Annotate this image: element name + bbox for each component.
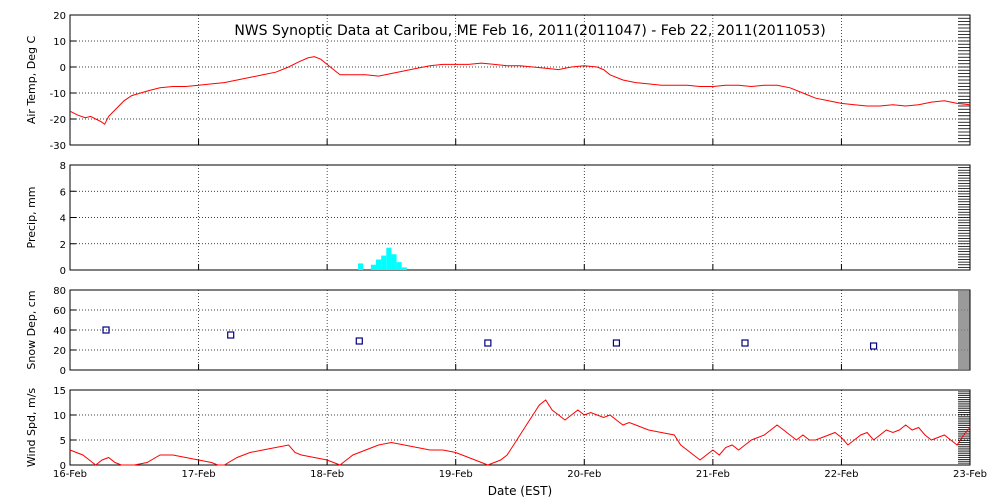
precip-bar <box>370 264 376 270</box>
panel-0: 20 10 0 -10 -20 -30 Air Temp, Deg C <box>25 11 971 152</box>
snow-depth-point <box>355 337 363 345</box>
y-axis-label: Precip, mm <box>25 187 38 249</box>
panel-2: 80 60 40 20 0 Snow Dep, cm <box>25 286 971 377</box>
series-line <box>69 399 971 466</box>
x-tick-label: 22-Feb <box>824 469 858 480</box>
x-tick-label: 20-Feb <box>567 469 601 480</box>
y-tick-label: 10 <box>53 37 66 48</box>
y-tick-label: 0 <box>60 461 66 472</box>
y-tick-label: 0 <box>60 266 66 277</box>
y-tick-label: 15 <box>53 386 66 397</box>
snow-depth-point <box>741 339 749 347</box>
snow-depth-point <box>484 339 492 347</box>
y-tick-label: 80 <box>53 286 66 297</box>
x-tick-label: 18-Feb <box>310 469 344 480</box>
precip-bar <box>376 259 382 270</box>
y-tick-label: 0 <box>60 63 66 74</box>
y-tick-label: 60 <box>53 306 66 317</box>
precip-bar <box>401 267 407 270</box>
chart-title: NWS Synoptic Data at Caribou, ME Feb 16,… <box>234 23 825 39</box>
snow-depth-point <box>869 342 878 350</box>
y-tick-label: 40 <box>53 326 66 337</box>
y-tick-label: 8 <box>60 161 66 172</box>
y-tick-label: 10 <box>53 411 66 422</box>
snow-depth-point <box>227 331 235 339</box>
precip-bar <box>381 255 387 270</box>
y-tick-label: 4 <box>60 214 66 225</box>
x-tick-label: 23-Feb <box>953 469 987 480</box>
x-tick-label: 21-Feb <box>696 469 730 480</box>
y-tick-label: 0 <box>60 366 66 377</box>
panel-frame <box>69 389 971 466</box>
y-tick-label: 20 <box>53 11 66 22</box>
snow-depth-point <box>102 326 110 334</box>
x-tick-label: 17-Feb <box>182 469 216 480</box>
snow-depth-point <box>612 339 621 347</box>
precip-bar <box>396 262 402 270</box>
y-tick-label: -20 <box>50 115 66 126</box>
y-tick-label: 20 <box>53 346 66 357</box>
x-axis-label: Date (EST) <box>488 484 552 498</box>
x-tick-label: 16-Feb <box>53 469 87 480</box>
x-tick-label: 19-Feb <box>439 469 473 480</box>
y-tick-label: -30 <box>50 141 66 152</box>
y-axis-label: Wind Spd, m/s <box>25 388 38 468</box>
precip-bar <box>386 247 392 270</box>
precip-bar <box>358 263 364 270</box>
y-tick-label: 5 <box>60 436 66 447</box>
panel-3: 15 10 5 0 Wind Spd, m/s <box>25 386 971 472</box>
series-line <box>69 56 971 125</box>
y-tick-label: 2 <box>60 240 66 251</box>
y-axis-label: Snow Dep, cm <box>25 290 38 369</box>
precip-bar <box>391 254 397 270</box>
panel-1: 8 6 4 2 0 Precip, mm <box>25 161 971 277</box>
y-axis-label: Air Temp, Deg C <box>25 36 38 125</box>
y-tick-label: 6 <box>60 187 66 198</box>
y-tick-label: -10 <box>50 89 66 100</box>
